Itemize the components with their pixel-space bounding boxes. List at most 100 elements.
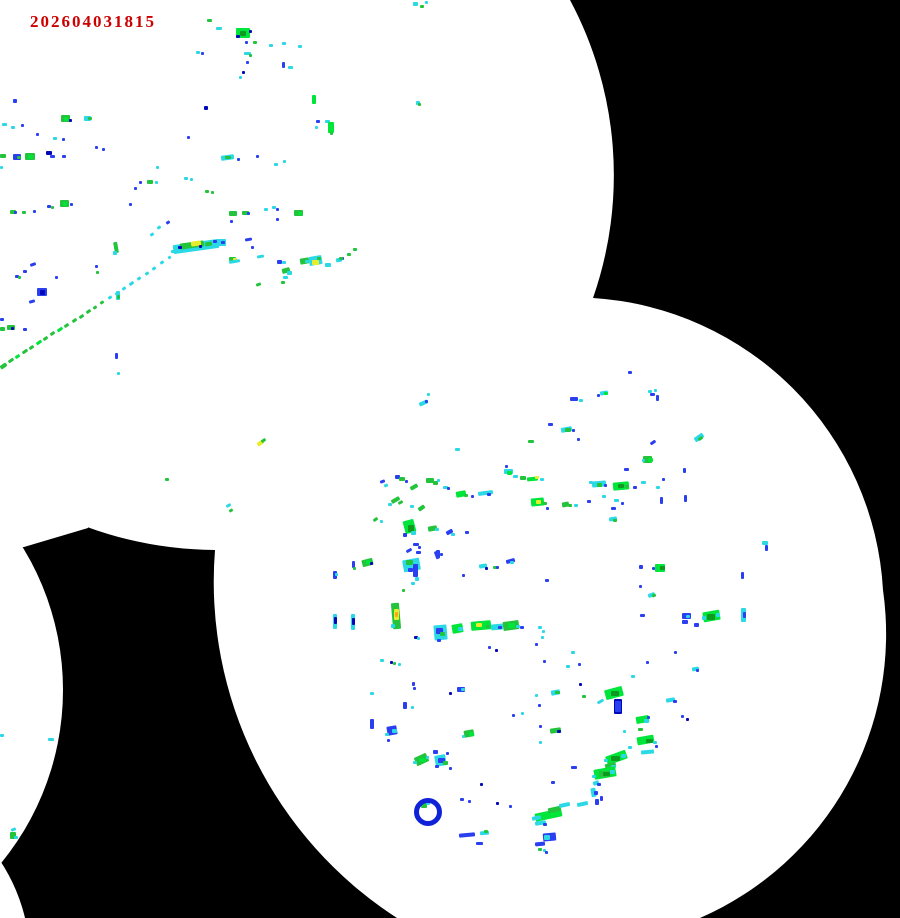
radar-echo [242, 71, 245, 74]
radar-echo [393, 662, 396, 665]
radar-echo [413, 2, 418, 6]
radar-echo [425, 1, 428, 4]
radar-echo [178, 246, 182, 249]
radar-echo [538, 704, 541, 707]
radar-echo [610, 770, 615, 774]
radar-echo [187, 136, 190, 139]
radar-echo [633, 486, 637, 489]
radar-echo [539, 725, 542, 728]
radar-echo [535, 643, 538, 646]
radar-echo [0, 734, 4, 737]
radar-echo [379, 479, 386, 484]
radar-echo [509, 805, 512, 808]
radar-echo [410, 505, 414, 508]
radar-echo [403, 533, 407, 537]
radar-echo [78, 313, 85, 320]
radar-echo [684, 495, 687, 502]
radar-echo [213, 240, 217, 243]
radar-echo [646, 739, 653, 743]
radar-echo [316, 120, 320, 123]
radar-echo [51, 206, 54, 209]
radar-echo [7, 357, 15, 364]
radar-echo [520, 626, 524, 629]
radar-echo [496, 566, 499, 569]
radar-echo [505, 465, 508, 468]
radar-echo [225, 156, 231, 159]
radar-echo [406, 560, 413, 565]
radar-echo [207, 19, 212, 22]
radar-echo [611, 507, 616, 510]
radar-echo [391, 624, 395, 628]
radar-echo [702, 616, 706, 620]
radar-echo [312, 260, 319, 265]
radar-echo [496, 802, 499, 805]
radar-echo [538, 848, 542, 851]
radar-echo [540, 478, 544, 481]
radar-echo [405, 480, 408, 483]
radar-echo [603, 772, 610, 776]
radar-echo [216, 27, 222, 30]
radar-echo [641, 481, 646, 484]
radar-echo [602, 495, 606, 498]
radar-echo [571, 651, 575, 654]
radar-echo [366, 560, 371, 564]
radar-echo [621, 502, 624, 505]
radar-echo [64, 117, 68, 121]
radar-echo [264, 208, 268, 211]
radar-echo [199, 245, 202, 248]
radar-echo [716, 613, 720, 617]
radar-echo [247, 212, 250, 215]
radar-echo [707, 614, 715, 620]
radar-echo [255, 282, 262, 287]
radar-echo [416, 551, 421, 554]
radar-echo [239, 76, 242, 79]
radar-echo [443, 486, 448, 489]
radar-echo [539, 741, 542, 744]
radar-echo [49, 330, 56, 337]
radar-echo [426, 756, 429, 759]
radar-echo [572, 429, 575, 432]
radar-echo [415, 577, 419, 581]
radar-echo [656, 395, 659, 401]
radar-echo [380, 659, 384, 662]
radar-echo [417, 637, 420, 640]
radar-echo [151, 266, 157, 271]
radar-echo [578, 663, 581, 666]
radar-echo [413, 687, 416, 690]
radar-echo [283, 276, 288, 279]
radar-echo [548, 423, 553, 426]
radar-echo [71, 317, 78, 324]
radar-echo [587, 500, 591, 503]
radar-echo [167, 255, 172, 260]
radar-echo [435, 765, 439, 768]
radar-echo [476, 842, 483, 845]
radar-echo [436, 628, 443, 634]
radar-echo [84, 116, 91, 121]
radar-echo [458, 832, 476, 838]
radar-echo [62, 155, 66, 158]
radar-echo [579, 683, 582, 686]
radar-echo [117, 372, 120, 375]
radar-echo [99, 300, 105, 305]
radar-echo [686, 718, 689, 721]
radar-echo [156, 166, 159, 169]
radar-echo [594, 791, 598, 795]
radar-echo [21, 124, 24, 127]
radar-echo [638, 728, 643, 731]
radar-echo [0, 327, 5, 331]
radar-echo [427, 393, 430, 396]
radar-echo [171, 250, 175, 253]
radar-echo [70, 203, 73, 206]
radar-echo [449, 692, 452, 695]
radar-echo [139, 181, 142, 184]
radar-echo [543, 849, 546, 852]
radar-echo [237, 158, 240, 161]
radar-echo [468, 800, 471, 803]
radar-echo [613, 519, 617, 522]
radar-echo [403, 702, 407, 709]
radar-echo [242, 211, 249, 215]
radar-echo [184, 177, 188, 180]
radar-echo [621, 754, 626, 758]
radar-echo [624, 468, 629, 471]
